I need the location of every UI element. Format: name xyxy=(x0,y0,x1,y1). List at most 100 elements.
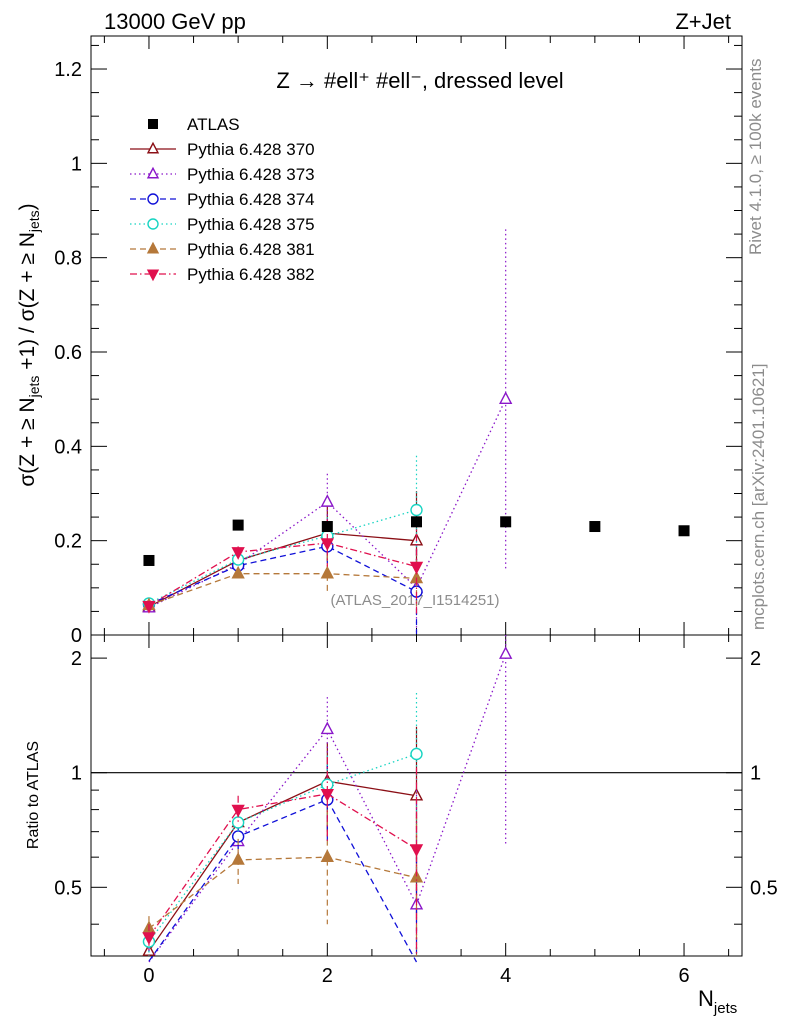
data-point xyxy=(231,852,245,865)
main-panel: 00.20.40.60.811.2 (ATLAS_2017_I1514251) … xyxy=(16,35,743,647)
series-line xyxy=(148,542,417,607)
data-point xyxy=(500,516,512,528)
legend-entry: Pythia 6.428 375 xyxy=(130,215,315,234)
ratio-series-pythia-6.428-382 xyxy=(142,756,424,956)
data-point xyxy=(231,565,245,579)
x-axis-title: Njets xyxy=(698,986,737,1017)
series-line xyxy=(148,532,417,608)
data-point xyxy=(142,932,156,945)
data-point xyxy=(231,816,245,829)
legend-marker xyxy=(147,218,159,230)
series-line xyxy=(148,793,417,938)
y-tick-label: 0.5 xyxy=(54,877,82,899)
mcplots-label: mcplots.cern.ch [arXiv:2401.10621] xyxy=(749,364,768,630)
header-process: Z+Jet xyxy=(675,9,731,34)
data-point xyxy=(320,538,334,551)
legend-label: Pythia 6.428 374 xyxy=(187,190,315,209)
legend-marker xyxy=(146,241,160,254)
data-point xyxy=(232,519,244,531)
ratio-series-pythia-6.428-370 xyxy=(142,726,424,956)
ratio-series-pythia-6.428-374 xyxy=(148,764,418,963)
data-point xyxy=(231,547,245,560)
data-point xyxy=(589,521,601,533)
y-tick-label: 0.8 xyxy=(54,248,82,270)
subscript: jets xyxy=(713,1000,737,1017)
series-line xyxy=(148,780,417,952)
y-tick-label: 1.2 xyxy=(54,59,82,81)
data-point xyxy=(320,721,334,735)
x-tick-label: 0 xyxy=(143,965,154,987)
y-tick-label: 0.6 xyxy=(54,342,82,364)
data-point xyxy=(143,554,155,566)
series-atlas xyxy=(143,516,690,566)
legend-label: Pythia 6.428 370 xyxy=(187,140,315,159)
legend-label: Pythia 6.428 375 xyxy=(187,215,315,234)
main-y-axis-title: σ(Z + ≥ Njets +1) / σ(Z + ≥ Njets) xyxy=(16,203,42,486)
legend-entry: Pythia 6.428 382 xyxy=(130,265,315,284)
data-point xyxy=(320,494,334,507)
main-title: Z → #ell⁺ #ell⁻, dressed level xyxy=(276,68,563,93)
legend-marker xyxy=(146,141,160,154)
data-point xyxy=(411,516,422,528)
legend-entry: Pythia 6.428 381 xyxy=(130,240,315,259)
label-part: ) xyxy=(16,203,39,210)
legend: ATLAS Pythia 6.428 370 Pythia 6.428 373 Pyt… xyxy=(130,115,315,284)
legend-marker xyxy=(148,119,158,129)
y-tick-label: 1 xyxy=(71,763,82,785)
x-tick-label: 6 xyxy=(678,965,689,987)
subscript: jets xyxy=(26,376,42,399)
data-point xyxy=(320,849,334,862)
x-tick-label: 2 xyxy=(322,965,333,987)
data-point xyxy=(499,391,513,404)
main-y-axis-label: σ(Z + ≥ Njets +1) / σ(Z + ≥ Njets) xyxy=(16,203,42,486)
ratio-series-pythia-6.428-375 xyxy=(142,692,423,956)
series-line xyxy=(148,798,418,963)
series-line xyxy=(148,545,417,605)
y-tick-label: 0.4 xyxy=(54,436,82,458)
ratio-y-axis-label: Ratio to ATLAS xyxy=(25,741,42,849)
subscript: jets xyxy=(26,210,42,233)
data-point xyxy=(678,525,690,537)
y-tick-label-right: 1 xyxy=(750,763,761,785)
ratio-panel: 0 2 4 6 0.5 0.5 1 1 2 2 Ratio to ATLAS xyxy=(25,634,778,987)
legend-label: Pythia 6.428 382 xyxy=(187,265,315,284)
main-axes: 0 0.2 0.4 0.6 0.8 1 1.2 xyxy=(54,36,742,647)
data-point xyxy=(499,646,513,659)
data-point xyxy=(320,565,334,579)
data-point xyxy=(231,804,245,818)
legend-label: ATLAS xyxy=(187,115,240,134)
data-point xyxy=(142,600,156,614)
rivet-label: Rivet 4.1.0, ≥ 100k events xyxy=(746,59,765,255)
y-tick-label-right: 0.5 xyxy=(750,877,778,899)
legend-marker xyxy=(146,269,160,282)
ratio-plot-area xyxy=(142,635,513,963)
series-pythia-6.428-374 xyxy=(142,527,423,635)
legend-entry: Pythia 6.428 374 xyxy=(130,190,315,209)
legend-entry: ATLAS xyxy=(148,115,240,134)
data-point xyxy=(409,561,424,575)
legend-entry: Pythia 6.428 373 xyxy=(130,165,315,184)
legend-label: Pythia 6.428 381 xyxy=(187,240,315,259)
legend-entry: Pythia 6.428 370 xyxy=(130,140,315,159)
y-tick-label-right: 2 xyxy=(750,648,761,670)
y-tick-label: 2 xyxy=(71,648,82,670)
main-plot-area xyxy=(142,229,690,635)
label-part: +1) / σ(Z + ≥ N xyxy=(16,232,39,376)
data-point xyxy=(410,747,423,761)
series-line xyxy=(148,753,417,943)
y-tick-label: 1 xyxy=(71,153,82,175)
analysis-watermark: (ATLAS_2017_I1514251) xyxy=(330,592,499,609)
x-axis-label: Njets xyxy=(698,986,737,1017)
ratio-axes: 0 2 4 6 0.5 0.5 1 1 2 2 xyxy=(54,635,778,987)
ratio-series-pythia-6.428-381 xyxy=(142,809,424,956)
legend-marker xyxy=(147,193,159,205)
data-point xyxy=(321,521,333,533)
x-tick-label: 4 xyxy=(500,965,511,987)
series-line xyxy=(148,509,417,604)
legend-label: Pythia 6.428 373 xyxy=(187,165,315,184)
header-energy: 13000 GeV pp xyxy=(104,9,246,34)
data-point xyxy=(409,869,424,883)
data-point xyxy=(410,503,423,517)
series-pythia-6.428-382 xyxy=(142,519,424,614)
